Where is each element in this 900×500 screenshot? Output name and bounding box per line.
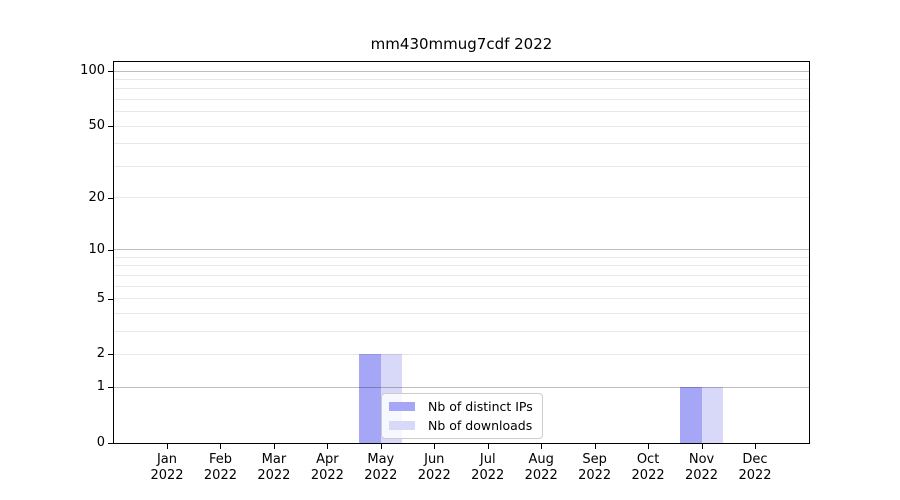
minor-gridline	[114, 353, 809, 355]
y-axis-tick-label: 2	[96, 346, 105, 362]
minor-gridline	[114, 256, 809, 258]
x-tick-month: Oct	[636, 452, 660, 467]
x-axis-tick-mark	[594, 444, 596, 449]
legend-swatch	[389, 402, 415, 411]
x-axis-tick-mark	[167, 444, 168, 449]
y-axis-tick-label: 1	[96, 379, 105, 395]
minor-gridline	[114, 78, 809, 80]
x-tick-year: 2022	[738, 468, 772, 483]
minor-gridline	[114, 265, 809, 267]
x-axis-tick-mark	[327, 444, 329, 449]
x-axis-tick-label: Jul 2022	[456, 452, 520, 484]
y-axis-tick-mark	[108, 443, 113, 444]
bar-nov-series1	[701, 387, 724, 443]
major-gridline	[114, 70, 809, 72]
x-axis-tick-label: Jan 2022	[135, 452, 199, 484]
chart-title: mm430mmug7cdf 2022	[370, 35, 553, 53]
x-axis-tick-mark	[487, 444, 489, 449]
x-axis-tick-label: Mar 2022	[242, 452, 306, 484]
legend-item: Nb of downloads	[389, 418, 533, 433]
y-axis-tick-mark	[108, 197, 113, 199]
x-axis-tick-label: Nov 2022	[670, 452, 734, 484]
plot-area: Nb of distinct IPs Nb of downloads	[113, 61, 810, 444]
y-axis-tick-label: 10	[88, 241, 105, 257]
x-axis-tick-label: Apr 2022	[295, 452, 359, 484]
minor-gridline	[114, 274, 809, 276]
x-axis-tick-mark	[755, 444, 756, 449]
x-tick-month: Apr	[316, 452, 339, 467]
grid-layer	[114, 62, 809, 443]
x-axis-tick-mark	[541, 444, 543, 449]
x-axis-tick-mark	[380, 444, 382, 449]
x-tick-year: 2022	[257, 468, 291, 483]
x-tick-month: May	[367, 452, 395, 467]
x-tick-year: 2022	[150, 468, 184, 483]
x-axis-tick-label: Sep 2022	[563, 452, 627, 484]
legend: Nb of distinct IPs Nb of downloads	[381, 393, 543, 439]
x-axis-tick-label: Feb 2022	[188, 452, 252, 484]
minor-gridline	[114, 197, 809, 199]
minor-gridline	[114, 143, 809, 145]
minor-gridline	[114, 111, 809, 113]
y-axis-tick-mark	[108, 387, 113, 389]
major-gridline	[114, 249, 809, 251]
x-tick-year: 2022	[524, 468, 558, 483]
x-tick-month: Sep	[582, 452, 607, 467]
y-axis-tick-label: 50	[88, 118, 105, 134]
minor-gridline	[114, 88, 809, 90]
x-axis-tick-label: May 2022	[349, 452, 413, 484]
x-tick-month: Jul	[479, 452, 496, 467]
y-axis-tick-label: 5	[96, 290, 105, 306]
x-tick-month: Aug	[528, 452, 554, 467]
legend-item: Nb of distinct IPs	[389, 399, 533, 414]
y-axis-tick-mark	[108, 249, 113, 251]
x-axis-tick-label: Jun 2022	[402, 452, 466, 484]
bar-may-series0	[359, 354, 381, 443]
x-tick-year: 2022	[631, 468, 665, 483]
x-axis-tick-label: Oct 2022	[616, 452, 680, 484]
legend-label: Nb of distinct IPs	[428, 399, 533, 414]
y-axis-tick-label: 20	[88, 189, 105, 205]
x-axis-tick-mark	[273, 444, 275, 449]
y-axis-tick-mark	[108, 298, 113, 300]
minor-gridline	[114, 125, 809, 127]
minor-gridline	[114, 285, 809, 287]
x-tick-month: Mar	[261, 452, 287, 467]
major-gridline	[114, 386, 809, 388]
minor-gridline	[114, 330, 809, 332]
x-tick-year: 2022	[471, 468, 505, 483]
y-axis-tick-mark	[108, 71, 113, 72]
y-axis-tick-label: 0	[96, 435, 105, 450]
minor-gridline	[114, 98, 809, 100]
minor-gridline	[114, 298, 809, 300]
y-axis-tick-label: 100	[80, 63, 105, 78]
x-axis-tick-mark	[220, 444, 222, 449]
x-tick-year: 2022	[203, 468, 237, 483]
legend-swatch	[389, 421, 415, 430]
minor-gridline	[114, 312, 809, 314]
x-tick-year: 2022	[417, 468, 451, 483]
x-tick-month: Jun	[424, 452, 445, 467]
x-axis-tick-mark	[434, 444, 436, 449]
y-axis-tick-mark	[108, 354, 113, 356]
x-tick-year: 2022	[310, 468, 344, 483]
x-tick-month: Nov	[688, 452, 715, 467]
x-tick-year: 2022	[684, 468, 719, 483]
legend-label: Nb of downloads	[428, 418, 533, 433]
x-tick-month: Feb	[208, 452, 232, 467]
x-tick-month: Dec	[742, 452, 768, 467]
x-axis-tick-label: Aug 2022	[509, 452, 573, 484]
y-axis-tick-mark	[108, 126, 113, 128]
bar-nov-series0	[680, 387, 702, 443]
x-axis-tick-mark	[701, 444, 703, 449]
x-axis-tick-label: Dec 2022	[723, 452, 787, 484]
minor-gridline	[114, 165, 809, 167]
x-axis-tick-mark	[648, 444, 650, 449]
x-tick-year: 2022	[364, 468, 398, 483]
x-tick-year: 2022	[578, 468, 612, 483]
x-tick-month: Jan	[156, 452, 178, 467]
